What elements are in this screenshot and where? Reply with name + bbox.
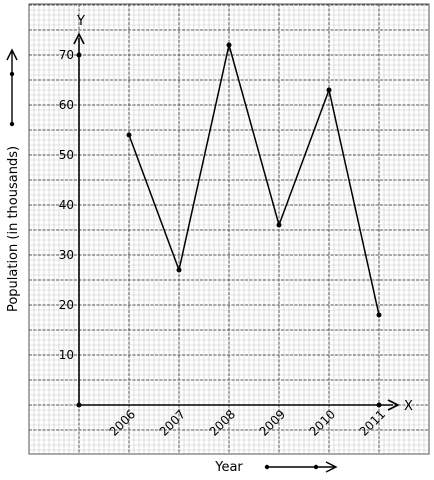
x-label-arrowhead xyxy=(325,461,338,473)
y-tick-labels: 10 20 30 40 50 60 70 xyxy=(59,48,82,362)
y-label-arrow-dot-end xyxy=(9,71,15,77)
y-axis-arrowhead xyxy=(73,32,85,45)
origin-point xyxy=(76,402,82,408)
data-point-2009 xyxy=(276,222,282,228)
grid-major-lines xyxy=(28,3,430,455)
data-point-2011 xyxy=(376,312,382,318)
y-axis-top-point xyxy=(76,52,82,58)
x-tick-label: 2007 xyxy=(157,407,188,438)
x-axis-label: Year xyxy=(214,460,243,475)
series-line xyxy=(128,44,380,316)
data-point-2007 xyxy=(176,267,182,273)
y-tick-label: 30 xyxy=(59,248,74,262)
y-label-arrowhead xyxy=(6,48,18,61)
y-tick-label: 60 xyxy=(59,98,74,112)
y-tick-label: 10 xyxy=(59,348,74,362)
data-point-2008 xyxy=(226,42,232,48)
x-label-arrow-dot-end xyxy=(313,464,319,470)
y-tick-label: 70 xyxy=(59,48,74,62)
x-label-arrow-dot-start xyxy=(264,464,270,470)
x-tick-label: 2006 xyxy=(107,407,138,438)
x-label-group: Year xyxy=(214,460,338,475)
grid-border xyxy=(28,3,430,455)
y-tick-label: 50 xyxy=(59,148,74,162)
data-point-2006 xyxy=(126,132,132,138)
y-tick-label: 40 xyxy=(59,198,74,212)
x-axis-letter: X xyxy=(404,399,413,414)
x-axis-arrowhead xyxy=(387,399,400,411)
x-tick-label: 2009 xyxy=(257,407,288,438)
y-label-arrow-dot-start xyxy=(9,121,15,127)
y-axis: Y xyxy=(73,14,85,405)
x-tick-label: 2010 xyxy=(307,407,338,438)
series-group xyxy=(126,42,382,408)
x-axis-end-point xyxy=(376,402,382,408)
y-label-group: Population (in thousands) xyxy=(6,48,21,312)
x-tick-label: 2008 xyxy=(207,407,238,438)
data-point-2010 xyxy=(326,87,332,93)
y-axis-letter: Y xyxy=(76,14,85,29)
y-tick-label: 20 xyxy=(59,298,74,312)
y-axis-label: Population (in thousands) xyxy=(6,146,21,312)
x-tick-label: 2011 xyxy=(357,407,388,438)
x-axis: X xyxy=(79,399,413,414)
